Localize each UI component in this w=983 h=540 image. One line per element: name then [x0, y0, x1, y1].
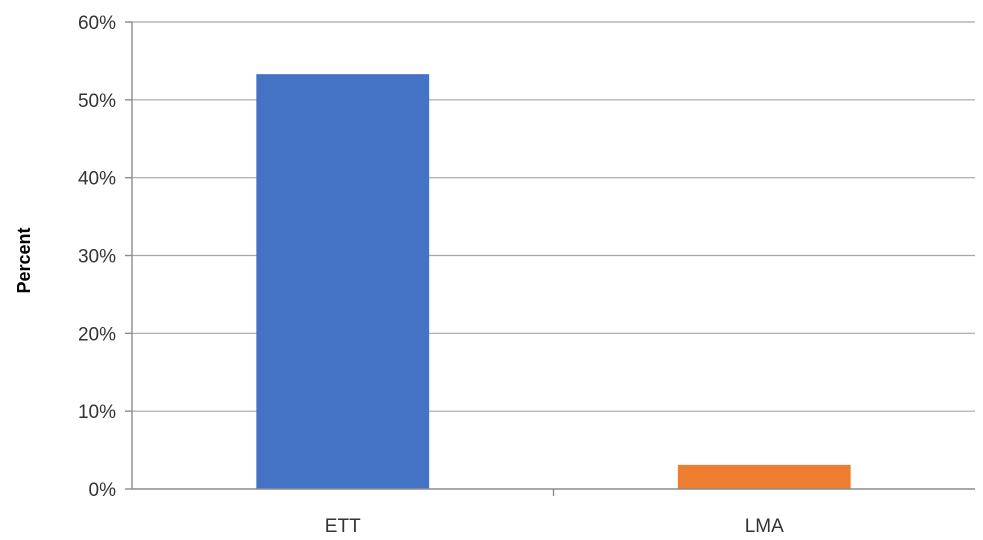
bars [256, 74, 851, 490]
x-tick-label: ETT [325, 516, 361, 537]
bar-ett [256, 74, 430, 490]
axes [125, 21, 975, 496]
y-axis-title: Percent [14, 227, 34, 293]
x-tick-labels: ETT LMA [325, 516, 784, 537]
y-tick-label: 0% [89, 480, 117, 501]
y-tick-label: 60% [78, 13, 116, 34]
y-tick-label: 30% [78, 247, 116, 268]
y-tick-label: 40% [78, 169, 116, 190]
y-tick-label: 10% [78, 402, 116, 423]
bar-lma [677, 464, 851, 489]
y-tick-labels: 0% 10% 20% 30% 40% 50% 60% [78, 13, 116, 501]
y-tick-label: 20% [78, 324, 116, 345]
x-tick-label: LMA [745, 516, 784, 537]
y-tick-label: 50% [78, 91, 116, 112]
